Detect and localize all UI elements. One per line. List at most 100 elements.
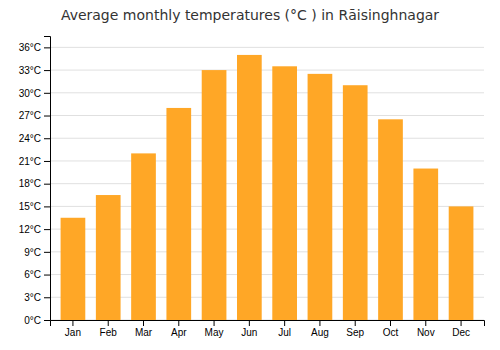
tick: Feb xyxy=(100,320,118,338)
grid-line xyxy=(50,47,484,48)
grid-line xyxy=(50,160,484,161)
tick-label: Mar xyxy=(135,327,153,338)
tick-label: 6°C xyxy=(24,269,41,280)
plot: 0°C 3°C 6°C 9°C 12°C 15°C 18°C 21°C 24°C 27°C 30°C… xyxy=(19,37,485,339)
tick-label: 0°C xyxy=(24,315,41,326)
tick: 27°C xyxy=(19,110,50,121)
tick-mark xyxy=(214,320,215,326)
tick-mark xyxy=(44,116,50,117)
tick-label: Jun xyxy=(241,327,257,338)
tick-mark xyxy=(108,320,109,326)
tick: Mar xyxy=(135,320,153,338)
tick: 36°C xyxy=(19,42,50,53)
tick-label: 15°C xyxy=(19,201,41,212)
bar xyxy=(237,55,262,320)
tick: Oct xyxy=(383,320,399,338)
tick: 30°C xyxy=(19,88,50,99)
tick: 3°C xyxy=(24,292,50,303)
tick-label: Oct xyxy=(383,327,399,338)
tick-mark xyxy=(44,161,50,162)
tick: Jun xyxy=(241,320,257,338)
tick-mark xyxy=(425,320,426,326)
bar xyxy=(343,85,368,320)
tick-label: 21°C xyxy=(19,156,41,167)
tick-mark xyxy=(44,320,50,321)
tick-mark xyxy=(44,47,50,48)
bar xyxy=(378,119,403,320)
tick-label: Aug xyxy=(311,327,329,338)
tick-mark xyxy=(44,297,50,298)
tick-mark xyxy=(143,320,144,326)
tick-mark xyxy=(390,320,391,326)
tick-mark xyxy=(355,320,356,326)
bar xyxy=(202,70,227,320)
tick-mark xyxy=(178,320,179,326)
tick-mark xyxy=(319,320,320,326)
tick: 21°C xyxy=(19,156,50,167)
tick-mark xyxy=(284,320,285,326)
tick-label: Dec xyxy=(452,327,470,338)
tick: 18°C xyxy=(19,178,50,189)
chart: Average monthly temperatures (°C ) in Rā… xyxy=(0,0,500,350)
tick-label: Apr xyxy=(171,327,187,338)
tick: 12°C xyxy=(19,224,50,235)
grid-line xyxy=(50,115,484,116)
tick-label: May xyxy=(205,327,224,338)
bar xyxy=(272,66,297,320)
tick: Dec xyxy=(452,320,470,338)
tick-mark xyxy=(44,275,50,276)
tick-mark xyxy=(44,229,50,230)
tick-label: 3°C xyxy=(24,292,41,303)
tick-mark xyxy=(44,184,50,185)
tick-label: 12°C xyxy=(19,224,41,235)
bar xyxy=(413,169,438,320)
bar xyxy=(61,218,86,320)
tick-label: Feb xyxy=(100,327,118,338)
tick-label: Jan xyxy=(65,327,81,338)
tick: May xyxy=(205,320,224,338)
tick-label: 9°C xyxy=(24,247,41,258)
tick: Sep xyxy=(346,320,364,338)
tick-label: Sep xyxy=(346,327,364,338)
tick: Nov xyxy=(417,320,435,338)
tick: 6°C xyxy=(24,269,50,280)
title: Average monthly temperatures (°C ) in Rā… xyxy=(61,7,439,23)
bar xyxy=(308,74,333,320)
tick: 0°C xyxy=(24,315,50,326)
grid-line xyxy=(50,92,484,93)
axis-domain xyxy=(51,321,485,327)
tick-mark xyxy=(44,138,50,139)
bar xyxy=(96,195,121,320)
tick: 24°C xyxy=(19,133,50,144)
tick-label: 36°C xyxy=(19,42,41,53)
tick-label: Nov xyxy=(417,327,435,338)
bar xyxy=(449,206,474,320)
tick: 33°C xyxy=(19,65,50,76)
tick-label: 30°C xyxy=(19,88,41,99)
tick-label: 27°C xyxy=(19,110,41,121)
grid-line xyxy=(50,70,484,71)
tick: Jul xyxy=(278,320,291,338)
tick-mark xyxy=(44,70,50,71)
tick-label: Jul xyxy=(278,327,291,338)
grid xyxy=(50,47,484,320)
tick-mark xyxy=(44,252,50,253)
x-axis: Jan Feb Mar Apr May Jun Jul Aug Sep Oct Nov Dec xyxy=(51,320,485,338)
tick: 15°C xyxy=(19,201,50,212)
bar xyxy=(166,108,191,320)
tick-mark xyxy=(72,320,73,326)
marks xyxy=(61,55,474,320)
tick: Aug xyxy=(311,320,329,338)
tick-mark xyxy=(461,320,462,326)
tick-mark xyxy=(44,206,50,207)
tick-label: 24°C xyxy=(19,133,41,144)
tick-label: 33°C xyxy=(19,65,41,76)
tick-mark xyxy=(249,320,250,326)
tick-mark xyxy=(44,93,50,94)
axis-domain xyxy=(44,37,51,321)
tick: Apr xyxy=(171,320,187,338)
y-axis: 0°C 3°C 6°C 9°C 12°C 15°C 18°C 21°C 24°C 27°C 30°C… xyxy=(19,37,51,326)
tick-label: 18°C xyxy=(19,178,41,189)
bar xyxy=(131,153,156,320)
tick: Jan xyxy=(65,320,81,338)
